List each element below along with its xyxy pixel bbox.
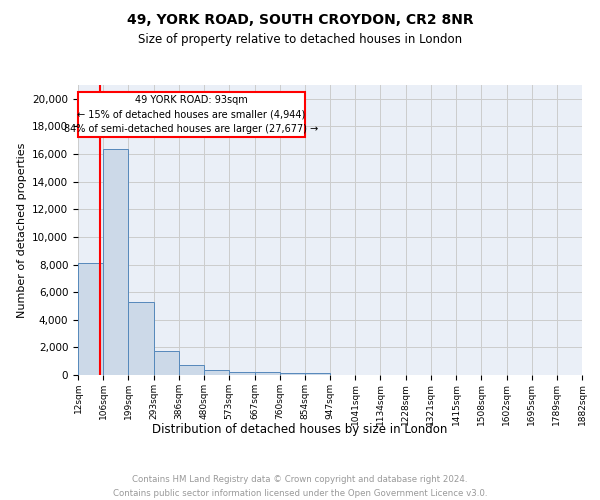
Bar bbox=[78, 92, 305, 138]
Bar bbox=[103, 148, 128, 375]
Bar bbox=[78, 263, 103, 375]
Bar bbox=[254, 372, 280, 375]
Bar bbox=[179, 366, 204, 375]
Bar bbox=[305, 373, 330, 375]
Text: Size of property relative to detached houses in London: Size of property relative to detached ho… bbox=[138, 32, 462, 46]
Bar bbox=[229, 372, 254, 375]
Bar bbox=[280, 373, 305, 375]
Bar bbox=[128, 302, 154, 375]
Text: Contains HM Land Registry data © Crown copyright and database right 2024.
Contai: Contains HM Land Registry data © Crown c… bbox=[113, 476, 487, 498]
Y-axis label: Number of detached properties: Number of detached properties bbox=[17, 142, 26, 318]
Text: 49 YORK ROAD: 93sqm
← 15% of detached houses are smaller (4,944)
84% of semi-det: 49 YORK ROAD: 93sqm ← 15% of detached ho… bbox=[64, 95, 319, 134]
Bar bbox=[204, 370, 229, 375]
Bar bbox=[154, 351, 179, 375]
Text: 49, YORK ROAD, SOUTH CROYDON, CR2 8NR: 49, YORK ROAD, SOUTH CROYDON, CR2 8NR bbox=[127, 12, 473, 26]
Text: Distribution of detached houses by size in London: Distribution of detached houses by size … bbox=[152, 422, 448, 436]
